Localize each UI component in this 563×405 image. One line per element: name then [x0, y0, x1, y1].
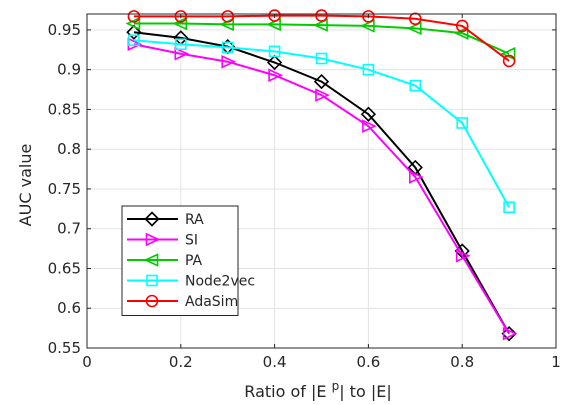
y-tick-label: 0.8 [57, 140, 81, 158]
x-tick-label: 0 [82, 353, 92, 371]
y-tick-label: 0.85 [48, 100, 81, 118]
legend: RA SI PA Node2vec AdaSim [122, 206, 255, 316]
x-axis-title-superscript: p [332, 379, 340, 393]
series-line-node2vec [134, 40, 509, 207]
y-tick-label: 0.55 [48, 339, 81, 357]
axis-ticks: 0 0.2 0.4 0.6 0.8 1 0.55 0.6 0.65 0.7 0.75 0.8 0.85 0… [48, 14, 561, 371]
x-tick-label: 0.2 [169, 353, 193, 371]
x-tick-label: 1 [551, 353, 561, 371]
y-tick-label: 0.7 [57, 220, 81, 238]
legend-label-ra: RA [185, 212, 204, 228]
legend-label-si: SI [185, 233, 198, 249]
y-tick-label: 0.65 [48, 259, 81, 277]
x-tick-label: 0.4 [263, 353, 287, 371]
x-tick-label: 0.8 [450, 353, 474, 371]
y-tick-label: 0.6 [57, 299, 81, 317]
x-axis-title-part-1: Ratio of |E [244, 382, 331, 401]
x-axis-title-part-2: | to |E| [339, 382, 392, 401]
series-node2vec [129, 35, 514, 212]
legend-label-pa: PA [185, 253, 203, 269]
legend-label-node2vec: Node2vec [185, 274, 255, 290]
y-tick-label: 0.9 [57, 61, 81, 79]
y-axis-title: AUC value [16, 144, 35, 227]
x-tick-label: 0.6 [356, 353, 380, 371]
y-tick-label: 0.95 [48, 21, 81, 39]
x-axis-title: Ratio of |E p| to |E| [244, 379, 391, 401]
data-point-si [504, 328, 516, 339]
legend-label-adasim: AdaSim [185, 294, 238, 310]
y-tick-label: 0.75 [48, 180, 81, 198]
